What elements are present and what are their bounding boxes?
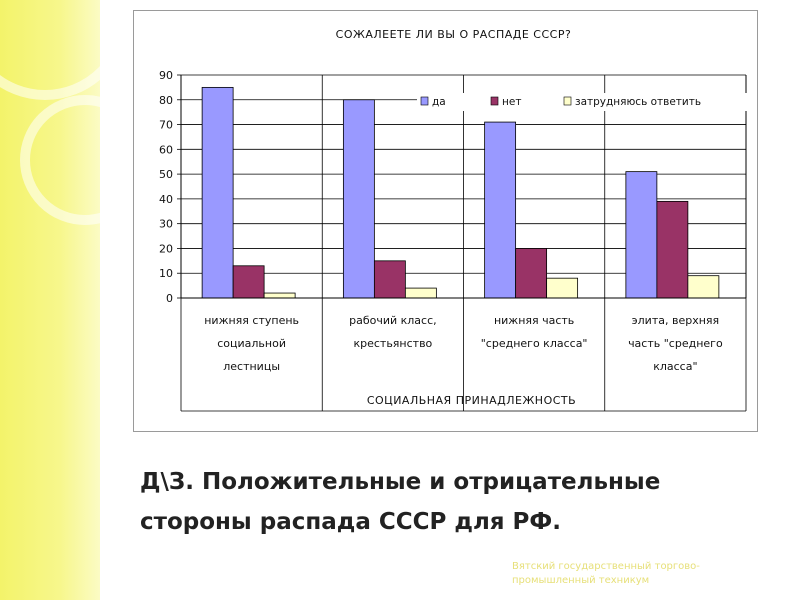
bar-undecided	[546, 277, 579, 299]
category-label: социальной	[217, 337, 286, 350]
legend-no-swatch	[490, 96, 499, 106]
slide-title: Д\З. Положительные и отрицательные сторо…	[140, 462, 780, 542]
category-label: класса"	[653, 360, 697, 373]
category-label: часть "среднего	[628, 337, 723, 350]
bar-undecided	[404, 287, 437, 299]
bar-chart: СОЖАЛЕЕТЕ ЛИ ВЫ О РАСПАДЕ СССР? 0 10 20 30 40…	[159, 28, 747, 412]
bar-yes	[484, 121, 517, 299]
y-tick-label: 60	[159, 143, 173, 156]
slide-title-line-2: стороны распада СССР для РФ.	[140, 509, 561, 535]
bar-yes	[342, 99, 375, 299]
chart-container: СОЖАЛЕЕТЕ ЛИ ВЫ О РАСПАДЕ СССР? 0 10 20 30 40…	[133, 10, 758, 432]
category-label: крестьянство	[353, 337, 432, 350]
footer-organization: Вятский государственный торгово- промышл…	[512, 560, 752, 588]
y-tick-label: 0	[166, 292, 173, 305]
bar-undecided	[263, 292, 296, 299]
bar-yes	[625, 171, 658, 299]
legend-no-label: нет	[502, 96, 521, 108]
decorative-ring	[0, 0, 100, 100]
bar-no	[656, 200, 689, 299]
footer-line-2: промышленный техникум	[512, 575, 650, 586]
legend-undecided-label: затрудняюсь ответить	[575, 96, 701, 108]
decorative-ring	[20, 95, 100, 225]
y-tick-label: 90	[159, 69, 173, 82]
category-label: нижняя ступень	[204, 314, 299, 327]
slide-title-line-1: Д\З. Положительные и отрицательные	[140, 469, 661, 495]
x-axis-title: СОЦИАЛЬНАЯ ПРИНАДЛЕЖНОСТЬ	[367, 394, 576, 407]
chart-title: СОЖАЛЕЕТЕ ЛИ ВЫ О РАСПАДЕ СССР?	[336, 28, 572, 41]
bar-no	[232, 265, 265, 299]
y-tick-label: 50	[159, 168, 173, 181]
legend-yes-label: да	[432, 96, 446, 108]
y-tick-label: 70	[159, 119, 173, 132]
category-label: нижняя часть	[494, 314, 574, 327]
y-tick-label: 80	[159, 94, 173, 107]
y-tick-label: 40	[159, 193, 173, 206]
bar-no	[515, 248, 548, 299]
legend-box	[417, 93, 747, 111]
legend-yes-swatch	[420, 96, 429, 106]
legend-undecided-swatch	[563, 96, 572, 106]
decorative-side-strip	[0, 0, 100, 600]
category-label: лестницы	[223, 360, 280, 373]
y-tick-label: 10	[159, 267, 173, 280]
category-label: "среднего класса"	[481, 337, 588, 350]
y-tick-label: 20	[159, 242, 173, 255]
footer-line-1: Вятский государственный торгово-	[512, 561, 700, 572]
bar-yes	[201, 86, 234, 299]
category-label: элита, верхняя	[632, 314, 720, 327]
bar-no	[373, 260, 406, 299]
category-label: рабочий класс,	[349, 314, 437, 327]
bar-undecided	[687, 275, 720, 299]
y-tick-label: 30	[159, 218, 173, 231]
